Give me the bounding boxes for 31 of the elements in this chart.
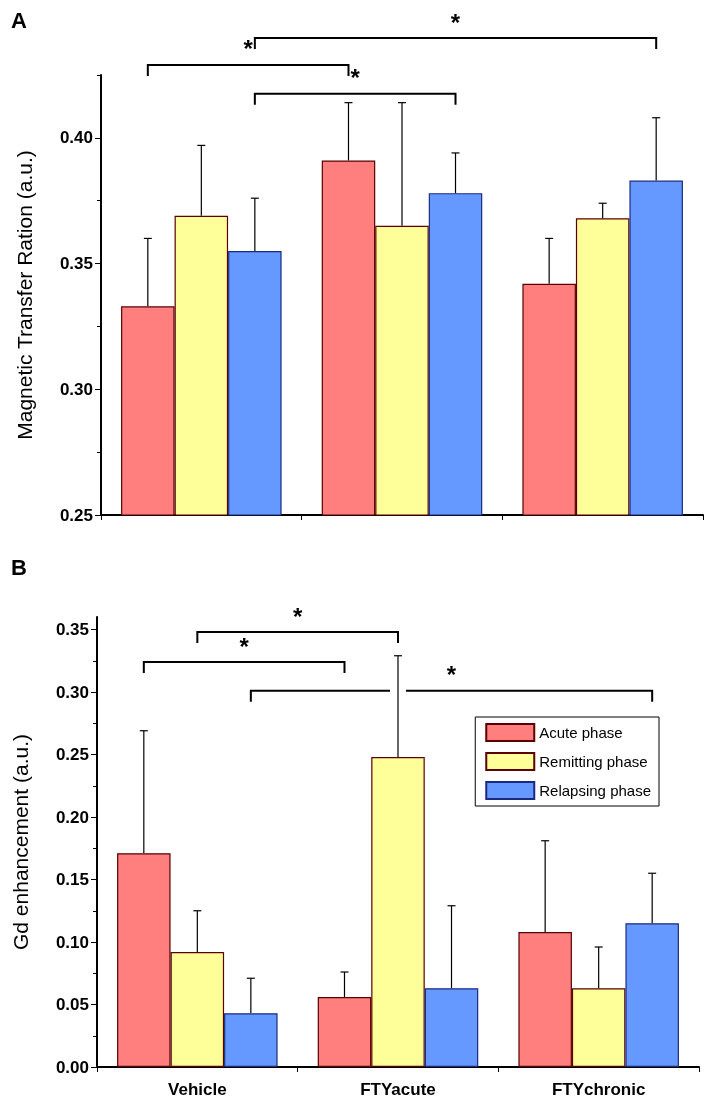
legend-label: Remitting phase [539, 753, 648, 770]
x-tick-label: FTYchronic [551, 1080, 646, 1099]
x-tick-label: FTYacute [360, 1080, 436, 1099]
bar [625, 923, 679, 1067]
x-tick-label: Vehicle [168, 1080, 227, 1099]
y-tick-label: 0.30 [55, 682, 89, 702]
text: * [450, 8, 461, 36]
chart-title: B [11, 554, 27, 580]
text: * [243, 35, 254, 63]
y-tick-label: 0.25 [55, 745, 89, 764]
annotation: * [292, 602, 303, 630]
bar [424, 988, 479, 1067]
chart-title: A [11, 7, 27, 33]
annotation: * [446, 661, 457, 689]
y-axis-title: Magnetic Transfer Ration (a.u.) [13, 150, 36, 440]
y-tick-label: 0.30 [59, 379, 93, 399]
bar [224, 1013, 278, 1067]
y-tick-label: 0.25 [59, 505, 93, 525]
y-axis-title: Gd enhancement (a.u.) [9, 734, 32, 950]
y-tick-label: 0.35 [55, 620, 89, 639]
annotation: * [350, 64, 361, 92]
annotation: * [239, 632, 250, 660]
y-tick-label: 0.40 [59, 128, 93, 148]
legend-label: Acute phase [539, 724, 623, 741]
y-tick-label: 0.20 [55, 807, 89, 827]
y-tick-label: 0.35 [59, 254, 93, 274]
y-tick-label: 0.10 [55, 932, 89, 952]
y-tick-label: 0.15 [55, 870, 89, 889]
y-tick-label: 0.05 [55, 995, 89, 1014]
legend-label: Relapsing phase [539, 782, 651, 799]
y-tick-label: 0.00 [55, 1057, 89, 1077]
